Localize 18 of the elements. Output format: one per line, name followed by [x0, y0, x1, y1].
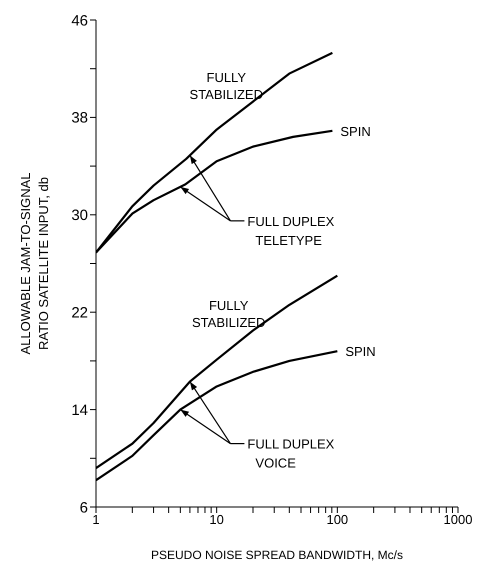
x-tick-label: 100 [326, 512, 348, 528]
series-label: FULLY STABILIZED [190, 70, 263, 102]
y-tick-label: 30 [71, 207, 88, 224]
series-label: SPIN [345, 344, 376, 360]
y-axis-title: ALLOWABLE JAM-TO-SIGNAL RATIO SATELLITE INPUT, db [18, 172, 51, 355]
x-tick-label: 1000 [444, 512, 472, 528]
x-tick-label: 10 [209, 512, 224, 528]
y-tick-label: 38 [71, 110, 88, 127]
series-label: SPIN [340, 124, 371, 139]
series-label: FULLY STABILIZED [192, 298, 266, 330]
y-tick-label: 6 [80, 499, 88, 516]
y-tick-label: 14 [71, 402, 88, 419]
annotation: FULL DUPLEX TELETYPE [247, 214, 335, 248]
y-tick-label: 46 [71, 12, 88, 30]
annotation: FULL DUPLEX VOICE [247, 436, 335, 471]
x-tick-label: 1 [92, 512, 100, 528]
x-axis-title: PSEUDO NOISE SPREAD BANDWIDTH, Mc/s [150, 548, 404, 562]
y-tick-label: 22 [71, 304, 88, 322]
